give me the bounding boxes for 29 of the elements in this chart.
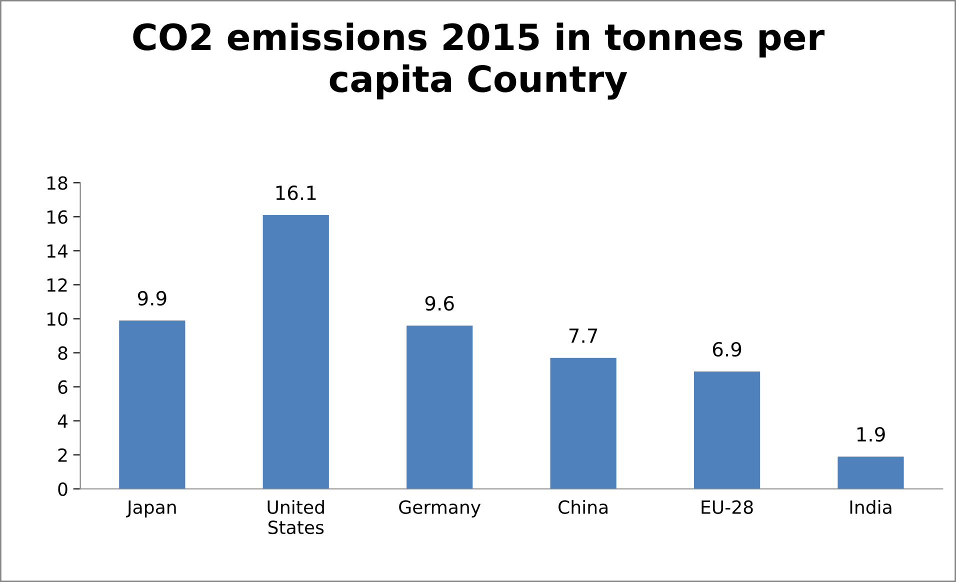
y-tick-label: 12 xyxy=(48,278,67,292)
bar xyxy=(550,358,616,489)
y-tick-label: 18 xyxy=(48,176,68,190)
x-tick-label: Japan xyxy=(126,500,176,518)
y-tick-label: 16 xyxy=(48,210,68,224)
bar xyxy=(119,320,186,489)
x-tick-label: India xyxy=(850,500,892,514)
y-tick-label: 0 xyxy=(58,482,68,496)
data-label: 9.9 xyxy=(138,290,166,306)
x-tick-label: Germany xyxy=(399,500,481,518)
bar xyxy=(262,215,329,489)
data-label: 1.9 xyxy=(857,426,885,442)
chart-title: CO2 emissions 2015 in tonnes per capita Country xyxy=(133,22,825,100)
y-tick-label: 4 xyxy=(58,414,68,428)
data-label: 16.1 xyxy=(276,185,316,200)
x-tick-label: EU-28 xyxy=(702,500,753,514)
data-label: 9.6 xyxy=(425,296,454,311)
y-tick-label: 2 xyxy=(58,448,67,462)
x-tick-label: China xyxy=(558,500,608,514)
data-label: 6.9 xyxy=(712,342,742,357)
y-tick-label: 10 xyxy=(48,312,68,326)
x-tick-label: United States xyxy=(268,500,324,534)
bar xyxy=(406,326,473,489)
data-label: 7.7 xyxy=(569,328,598,343)
bar xyxy=(838,456,904,489)
bar xyxy=(694,372,760,489)
y-tick-label: 6 xyxy=(58,380,68,394)
y-tick-label: 8 xyxy=(58,346,68,360)
y-tick-label: 14 xyxy=(48,244,68,258)
